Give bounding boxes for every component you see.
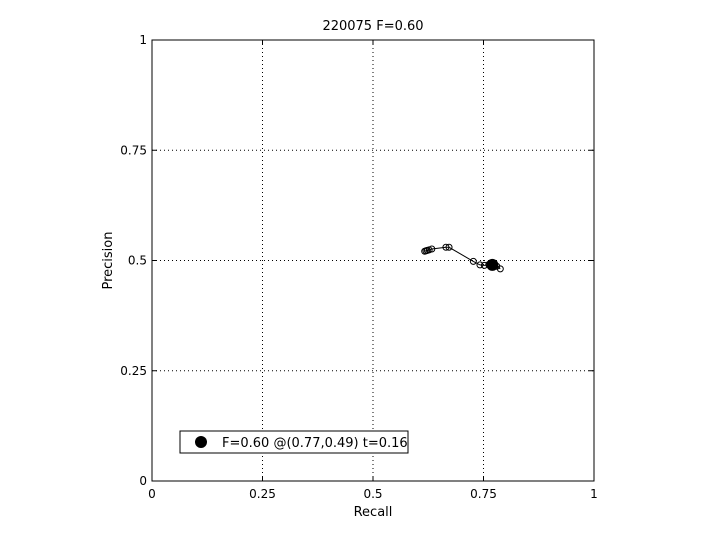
axis-ticks: 0 0.25 0.5 0.75 1 0 0.25 0.5 0.75 1: [120, 33, 598, 501]
y-tick-label: 0.5: [128, 254, 147, 268]
best-f-point: [486, 258, 499, 271]
x-axis-label: Recall: [354, 505, 393, 520]
chart-title: 220075 F=0.60: [322, 19, 423, 34]
x-tick-label: 1: [590, 487, 598, 501]
grid-lines: [152, 40, 594, 481]
x-tick-label: 0.5: [363, 487, 382, 501]
data-series: [421, 243, 504, 273]
y-tick-label: 0.75: [120, 143, 147, 157]
legend-box: [179, 430, 409, 454]
data-point: [496, 265, 504, 273]
legend: F=0.60 @(0.77,0.49) t=0.16: [179, 430, 409, 454]
y-tick-label: 1: [139, 33, 147, 47]
y-axis-label: Precision: [101, 231, 116, 289]
x-tick-label: 0: [148, 487, 156, 501]
legend-entry-label: F=0.60 @(0.77,0.49) t=0.16: [222, 436, 408, 451]
legend-marker: [195, 436, 207, 448]
y-tick-label: 0: [139, 474, 147, 488]
x-tick-label: 0.75: [470, 487, 497, 501]
data-point: [476, 261, 484, 269]
x-tick-label: 0.25: [249, 487, 276, 501]
y-tick-label: 0.25: [120, 364, 147, 378]
data-point: [469, 257, 477, 265]
data-point: [445, 243, 453, 251]
data-point: [442, 243, 450, 251]
data-point: [428, 245, 436, 253]
